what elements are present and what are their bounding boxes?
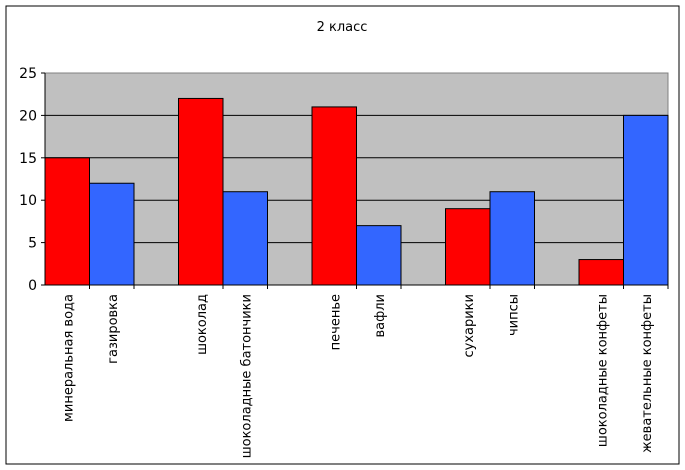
- category-label: газировка: [106, 294, 121, 364]
- category-label: шоколадные батончики: [239, 294, 254, 458]
- bar: [623, 114, 669, 286]
- y-tick-label: 5: [28, 236, 37, 252]
- category-label: шоколад: [195, 294, 210, 355]
- y-tick-labels: 0 5 10 15 20 25: [19, 66, 37, 294]
- bar: [222, 191, 268, 286]
- y-tick-label: 0: [28, 278, 37, 294]
- bars: [44, 97, 669, 289]
- chart-title: 2 класс: [317, 20, 368, 35]
- axes: [41, 72, 668, 286]
- bar: [356, 225, 402, 286]
- bar: [489, 191, 535, 286]
- category-label: минеральная вода: [61, 294, 76, 422]
- bar: [89, 182, 135, 286]
- category-label: шоколадные конфеты: [595, 294, 610, 447]
- category-label: сухарики: [462, 294, 477, 358]
- y-tick-label: 20: [19, 108, 37, 124]
- bar: [311, 106, 357, 286]
- y-tick-label: 25: [19, 66, 37, 82]
- bar: [578, 259, 624, 286]
- x-category-labels: минеральная вода газировка шоколад шоколадн…: [61, 294, 655, 458]
- y-tick-label: 10: [19, 193, 37, 209]
- y-tick-label: 15: [19, 151, 37, 167]
- bar: [178, 97, 224, 286]
- bar: [445, 208, 491, 286]
- category-label: вафли: [373, 294, 388, 338]
- category-label: печенье: [328, 294, 343, 350]
- bar: [44, 157, 90, 286]
- category-label: чипсы: [506, 294, 521, 336]
- category-label: жевательные конфеты: [640, 294, 655, 453]
